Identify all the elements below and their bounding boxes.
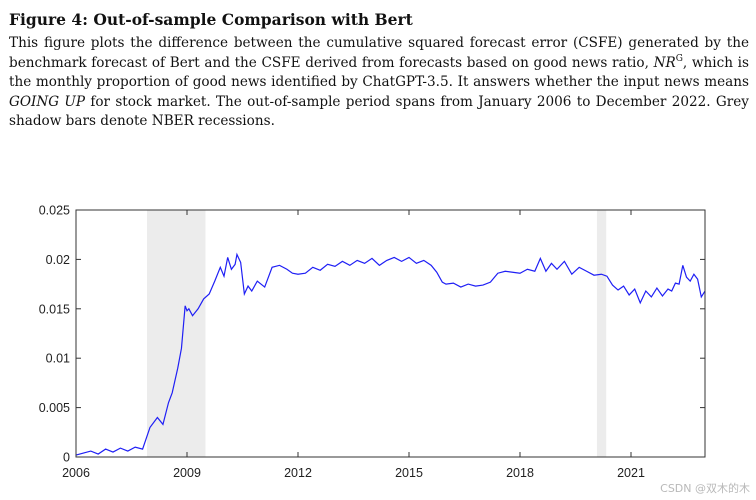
x-tick-label: 2018: [506, 466, 534, 480]
y-tick: 0.02: [46, 253, 705, 267]
x-tick: 2021: [617, 210, 645, 480]
watermark: CSDN @双木的木: [660, 482, 750, 495]
y-axis: 0 0.005 0.01 0.015 0.02 0.025: [39, 204, 705, 465]
x-tick-label: 2015: [395, 466, 423, 480]
caption-text-3: for stock market. The out-of-sample peri…: [9, 93, 749, 130]
y-tick-label: 0.025: [39, 204, 70, 218]
y-tick: 0.01: [46, 352, 705, 366]
y-tick: 0.005: [39, 401, 705, 415]
x-tick-label: 2012: [284, 466, 312, 480]
y-tick: 0.015: [39, 302, 705, 316]
y-tick: 0: [63, 451, 705, 465]
figure-title: Figure 4: Out-of-sample Comparison with …: [9, 10, 413, 29]
y-tick-label: 0: [63, 451, 70, 465]
caption-text-2: , which is the monthly proportion of goo…: [9, 54, 749, 91]
x-tick: 2015: [395, 210, 423, 480]
y-tick-label: 0.01: [46, 352, 70, 366]
x-tick: 2012: [284, 210, 312, 480]
figure-description: This figure plots the difference between…: [9, 34, 749, 132]
x-axis: 2006 2009 2012 2015 2018 2021: [62, 210, 645, 480]
x-tick: 2018: [506, 210, 534, 480]
x-tick-label: 2009: [173, 466, 201, 480]
x-tick-label: 2021: [617, 466, 645, 480]
recession-bars: [147, 210, 607, 457]
y-tick-label: 0.015: [39, 302, 70, 316]
caption-text-1: This figure plots the difference between…: [9, 35, 749, 71]
y-tick-label: 0.005: [39, 401, 70, 415]
x-tick-label: 2006: [62, 466, 90, 480]
y-tick: 0.025: [39, 204, 705, 218]
x-tick: 2009: [173, 210, 201, 480]
y-tick-label: 0.02: [46, 253, 70, 267]
recession-bar-1: [596, 210, 607, 457]
series-line: [75, 252, 706, 456]
caption-italic: GOING UP: [9, 93, 86, 110]
symbol-superscript: G: [675, 53, 683, 64]
x-tick: 2006: [62, 210, 90, 480]
recession-bar-0: [147, 210, 206, 457]
plot-frame: [75, 209, 706, 458]
line-chart: 0 0.005 0.01 0.015 0.02 0.025 2006 2009 2012 201…: [39, 204, 706, 480]
symbol-base: NR: [653, 54, 676, 71]
figure-caption: Figure 4: Out-of-sample Comparison with …: [9, 10, 749, 132]
